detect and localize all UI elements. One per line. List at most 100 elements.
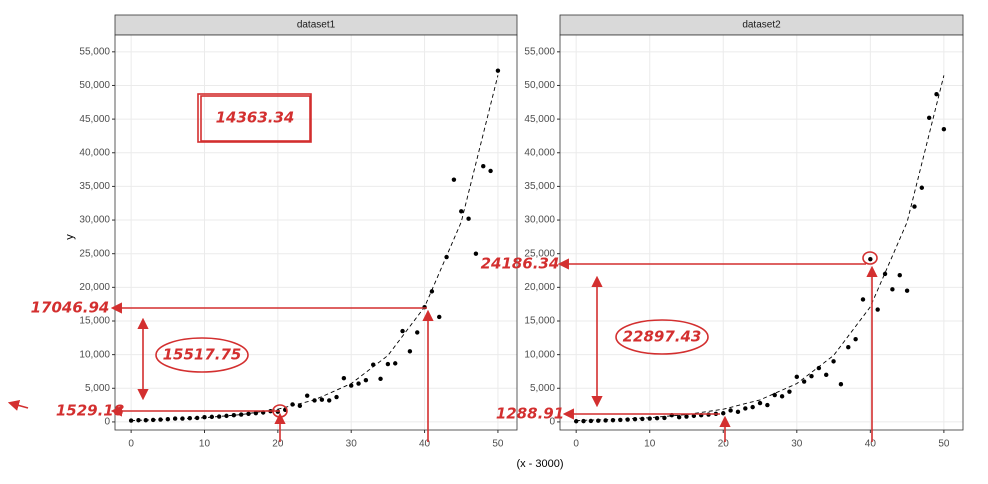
point	[459, 209, 464, 214]
point	[941, 127, 947, 132]
point	[451, 177, 457, 182]
point	[765, 402, 770, 408]
point	[415, 330, 420, 335]
point	[202, 415, 207, 420]
point	[860, 297, 866, 302]
point	[912, 204, 917, 209]
annotation-circle	[272, 404, 288, 418]
point	[890, 287, 895, 292]
y-tick-label: 10,000	[79, 349, 110, 360]
y-tick-label: 20,000	[524, 282, 555, 293]
point	[158, 417, 163, 422]
point	[824, 372, 829, 378]
x-tick-label: 20	[272, 439, 284, 450]
x-tick-label: 20	[718, 439, 730, 450]
point	[224, 413, 229, 419]
y-tick-label: 30,000	[79, 215, 110, 226]
panel-border	[114, 34, 518, 431]
point	[209, 414, 215, 420]
point	[772, 392, 777, 398]
point	[378, 376, 383, 382]
point	[684, 414, 689, 419]
point	[647, 416, 652, 421]
point	[816, 365, 822, 371]
annotation-arrow	[7, 400, 29, 411]
point	[875, 307, 880, 312]
point	[253, 410, 259, 416]
y-tick-label: 10,000	[524, 349, 555, 360]
point	[676, 415, 682, 420]
point	[393, 361, 398, 366]
annotation-circle	[862, 251, 878, 265]
y-tick-label: 0	[549, 417, 555, 428]
y-tick-label: 5,000	[530, 383, 555, 394]
point	[618, 417, 623, 423]
point	[495, 68, 501, 73]
point	[290, 402, 295, 407]
point	[904, 288, 910, 293]
annotation-oval	[155, 337, 249, 373]
point	[312, 398, 317, 403]
point	[349, 383, 354, 388]
annotation: 1529.18	[56, 402, 124, 420]
point	[934, 92, 939, 97]
point	[573, 419, 579, 424]
x-tick-label: 50	[938, 439, 950, 450]
annotation: 22897.43	[623, 328, 702, 346]
point	[882, 271, 888, 277]
point	[603, 418, 608, 423]
point	[194, 415, 200, 421]
point	[632, 417, 638, 422]
point	[297, 403, 303, 408]
point	[466, 216, 471, 221]
y-tick-label: 40,000	[79, 147, 110, 158]
x-axis-label: (x - 3000)	[516, 458, 563, 470]
point	[846, 345, 851, 350]
x-tick-label: 10	[644, 439, 656, 450]
point	[437, 314, 442, 320]
annotation: 17046.94	[31, 299, 110, 317]
point	[838, 382, 844, 387]
annotation: 15517.75	[163, 346, 242, 364]
y-tick-label: 40,000	[524, 147, 555, 158]
y-tick-label: 20,000	[79, 282, 110, 293]
point	[757, 400, 763, 406]
point	[444, 254, 449, 260]
plot-bg	[560, 35, 963, 430]
point	[625, 417, 630, 422]
point	[662, 415, 667, 421]
point	[429, 289, 435, 294]
point	[473, 251, 479, 256]
point	[407, 349, 413, 354]
point	[809, 373, 814, 379]
y-tick-label: 30,000	[524, 215, 555, 226]
point	[654, 416, 660, 421]
point	[143, 418, 149, 423]
point	[596, 418, 601, 423]
point	[304, 393, 310, 398]
point	[721, 411, 726, 416]
y-tick-label: 35,000	[524, 181, 555, 192]
point	[172, 416, 178, 421]
annotation-oval	[615, 319, 709, 355]
point	[136, 418, 141, 423]
x-tick-label: 30	[791, 439, 803, 450]
point	[481, 164, 486, 169]
point	[400, 328, 405, 334]
y-tick-label: 15,000	[79, 316, 110, 327]
point	[581, 418, 586, 424]
x-tick-label: 0	[128, 439, 134, 450]
x-tick-label: 40	[419, 439, 431, 450]
y-tick-label: 55,000	[79, 46, 110, 57]
point	[128, 418, 134, 423]
point	[341, 375, 347, 381]
y-tick-label: 35,000	[79, 181, 110, 192]
point	[371, 362, 376, 367]
point	[779, 394, 785, 399]
x-tick-label: 10	[199, 439, 211, 450]
point	[919, 185, 925, 190]
panel-title: dataset2	[742, 20, 781, 31]
x-tick-label: 0	[573, 439, 579, 450]
y-tick-label: 15,000	[524, 316, 555, 327]
